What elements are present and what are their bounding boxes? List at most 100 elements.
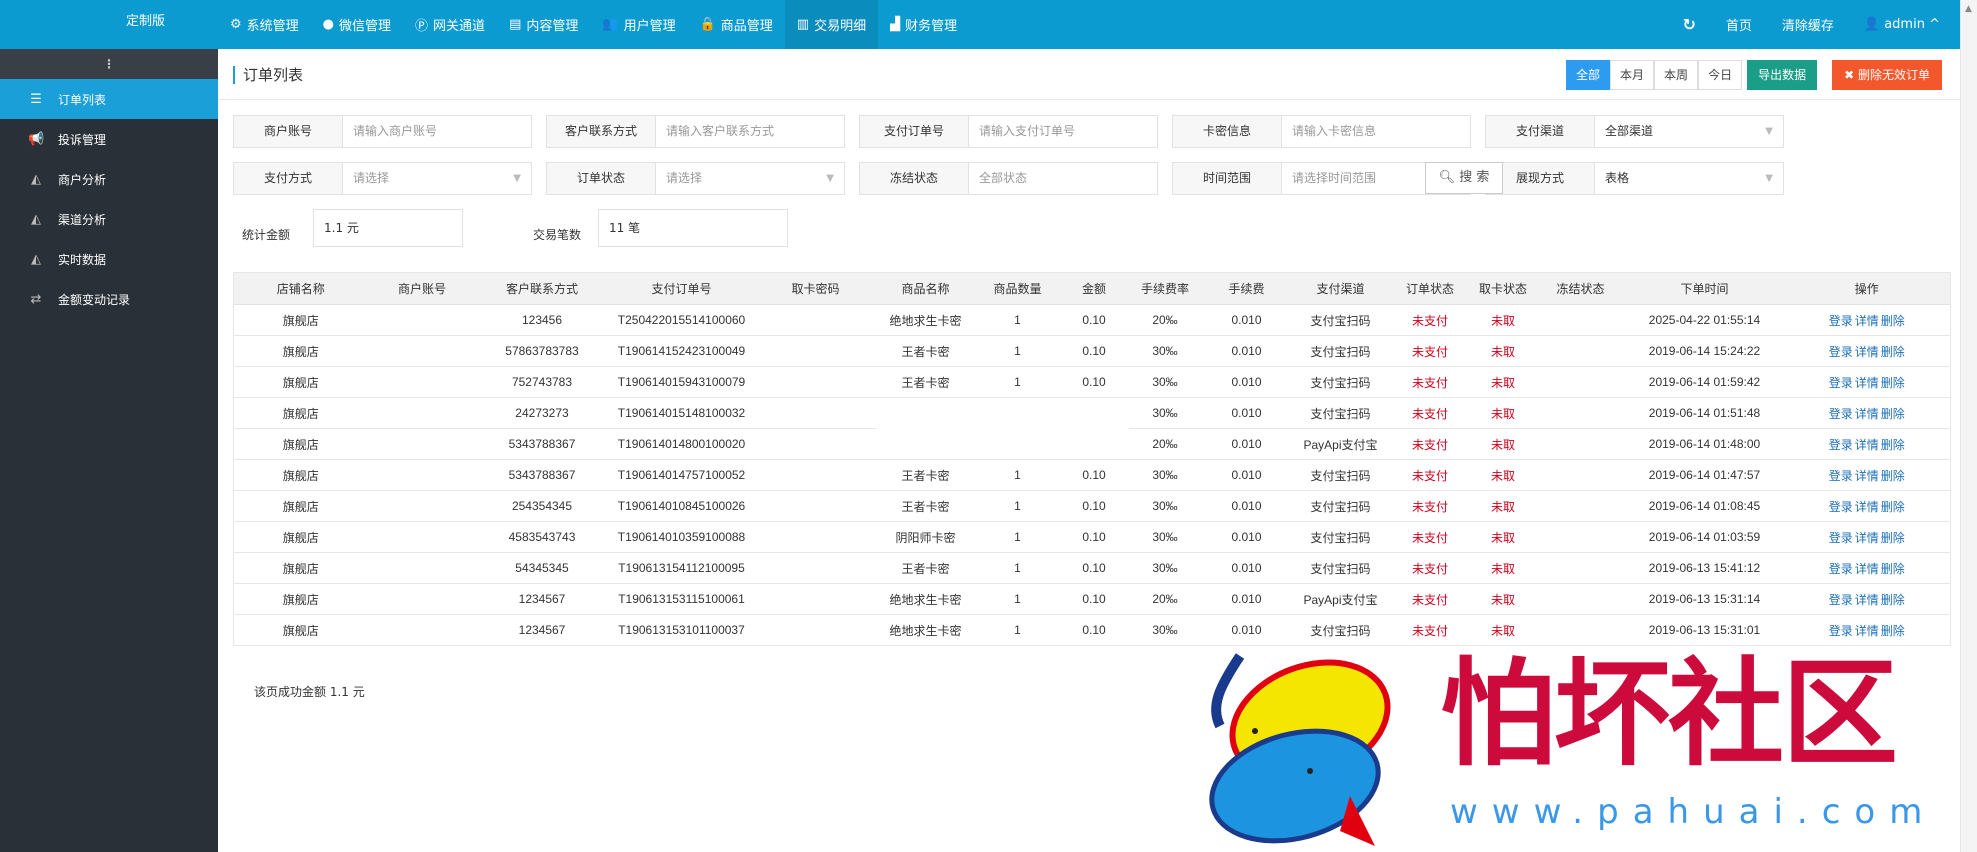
filter-label: 冻结状态: [860, 163, 969, 194]
scroll-up-icon[interactable]: ▲: [1965, 4, 1972, 14]
nav-item-4[interactable]: 👥 用户管理: [590, 0, 687, 49]
period-tab-0[interactable]: 全部: [1566, 60, 1611, 90]
search-button[interactable]: 🔍︎ 搜 索: [1425, 162, 1503, 194]
sidebar-item-5[interactable]: ⇄ 金额变动记录: [0, 279, 218, 319]
detail-link[interactable]: 详情: [1854, 344, 1879, 359]
detail-link[interactable]: 详情: [1854, 313, 1879, 328]
sidebar-item-4[interactable]: ◭ 实时数据: [0, 239, 218, 279]
nav-item-6[interactable]: ▥ 交易明细: [784, 0, 879, 49]
filter-select[interactable]: 请选择: [666, 171, 703, 185]
home-link[interactable]: 首页: [1725, 19, 1752, 34]
sidebar-item-3[interactable]: ◭ 渠道分析: [0, 199, 218, 239]
filter-input[interactable]: 请输入卡密信息: [1292, 124, 1377, 138]
detail-link[interactable]: 详情: [1854, 437, 1879, 452]
period-tab-2[interactable]: 本周: [1654, 60, 1699, 90]
nav-item-3[interactable]: ▤ 内容管理: [497, 0, 590, 49]
delete-link[interactable]: 删除: [1880, 530, 1905, 545]
delete-link[interactable]: 删除: [1880, 592, 1905, 607]
delete-link[interactable]: 删除: [1880, 468, 1905, 483]
delete-link[interactable]: 删除: [1880, 437, 1905, 452]
export-button[interactable]: 导出数据: [1747, 60, 1818, 90]
nav-item-5[interactable]: 🔒 商品管理: [688, 0, 785, 49]
filter-0: 商户账号 请输入商户账号: [233, 115, 532, 148]
detail-link[interactable]: 详情: [1854, 530, 1879, 545]
sidebar-item-2[interactable]: ◭ 商户分析: [0, 159, 218, 199]
login-link[interactable]: 登录: [1828, 344, 1853, 359]
detail-link[interactable]: 详情: [1854, 592, 1879, 607]
cell: 0.010: [1201, 490, 1292, 522]
cell: [367, 304, 477, 336]
cell: [367, 459, 477, 491]
nav-item-7[interactable]: ▟ 财务管理: [878, 0, 969, 49]
exchange-icon: ⇄: [30, 291, 42, 307]
cell: 1: [975, 490, 1060, 522]
cell: 30‰: [1128, 490, 1202, 522]
filter-input[interactable]: 请输入支付订单号: [979, 124, 1076, 138]
cell: [755, 304, 876, 336]
cell: 4583543743: [476, 521, 608, 553]
sidebar-item-0[interactable]: ☰ 订单列表: [0, 79, 218, 119]
filter-input[interactable]: 请输入商户账号: [353, 124, 438, 138]
delete-link[interactable]: 删除: [1880, 623, 1905, 638]
refresh-icon[interactable]: ↻: [1682, 15, 1696, 34]
detail-link[interactable]: 详情: [1854, 406, 1879, 421]
column-header: 商品数量: [975, 272, 1060, 305]
cell: 旗舰店: [233, 521, 368, 553]
delete-link[interactable]: 删除: [1880, 344, 1905, 359]
delete-link[interactable]: 删除: [1880, 499, 1905, 514]
cell: 2019-06-14 01:08:45: [1625, 490, 1784, 522]
vertical-scrollbar[interactable]: ▲: [1960, 0, 1977, 852]
sidebar-toggle[interactable]: ⋮: [0, 49, 218, 79]
login-link[interactable]: 登录: [1828, 313, 1853, 328]
nav-item-0[interactable]: ⚙ 系统管理: [218, 0, 311, 49]
filter-input[interactable]: 全部状态: [979, 171, 1028, 185]
detail-link[interactable]: 详情: [1854, 375, 1879, 390]
delete-link[interactable]: 删除: [1880, 375, 1905, 390]
period-tab-3[interactable]: 今日: [1698, 60, 1743, 90]
delete-link[interactable]: 删除: [1880, 561, 1905, 576]
login-link[interactable]: 登录: [1828, 406, 1853, 421]
sidebar-item-1[interactable]: 📢 投诉管理: [0, 119, 218, 159]
cell: 未支付: [1389, 335, 1471, 367]
cell: 未取: [1470, 459, 1536, 491]
cell: [1535, 397, 1626, 429]
login-link[interactable]: 登录: [1828, 561, 1853, 576]
delete-link[interactable]: 删除: [1880, 406, 1905, 421]
login-link[interactable]: 登录: [1828, 468, 1853, 483]
cell: [1535, 428, 1626, 460]
table-row: 旗舰店 254354345 T190614010845100026 王者卡密 1 0.10…: [233, 490, 1951, 522]
filter-7: 冻结状态 全部状态: [859, 162, 1158, 195]
sidebar-item-label: 投诉管理: [58, 132, 107, 147]
detail-link[interactable]: 详情: [1854, 468, 1879, 483]
clear-cache-link[interactable]: 清除缓存: [1781, 19, 1834, 34]
login-link[interactable]: 登录: [1828, 499, 1853, 514]
filter-select[interactable]: 表格: [1605, 171, 1630, 185]
nav-item-2[interactable]: Ⓟ 网关通道: [403, 0, 497, 49]
filter-input[interactable]: 请输入客户联系方式: [666, 124, 775, 138]
delete-label: 删除无效订单: [1857, 68, 1930, 82]
detail-link[interactable]: 详情: [1854, 499, 1879, 514]
login-link[interactable]: 登录: [1828, 530, 1853, 545]
login-link[interactable]: 登录: [1828, 375, 1853, 390]
filter-input[interactable]: 请选择时间范围: [1292, 171, 1377, 185]
detail-link[interactable]: 详情: [1854, 623, 1879, 638]
cell: 未取: [1470, 583, 1536, 615]
nav-item-1[interactable]: ● 微信管理: [311, 0, 403, 49]
delete-invalid-orders-button[interactable]: ✖ 删除无效订单: [1832, 60, 1942, 90]
delete-link[interactable]: 删除: [1880, 313, 1905, 328]
cell: 30‰: [1128, 366, 1202, 398]
nav-label: 用户管理: [623, 19, 676, 34]
login-link[interactable]: 登录: [1828, 623, 1853, 638]
cell: 24273273: [476, 397, 608, 429]
filter-select[interactable]: 全部渠道: [1605, 124, 1654, 138]
login-link[interactable]: 登录: [1828, 437, 1853, 452]
column-header: 操作: [1783, 272, 1951, 305]
cell: 1: [975, 304, 1060, 336]
user-menu[interactable]: 👤 admin ^: [1864, 17, 1940, 32]
login-link[interactable]: 登录: [1828, 592, 1853, 607]
cell: 旗舰店: [233, 366, 368, 398]
cell: 未支付: [1389, 428, 1471, 460]
period-tab-1[interactable]: 本月: [1610, 60, 1655, 90]
detail-link[interactable]: 详情: [1854, 561, 1879, 576]
filter-select[interactable]: 请选择: [353, 171, 390, 185]
